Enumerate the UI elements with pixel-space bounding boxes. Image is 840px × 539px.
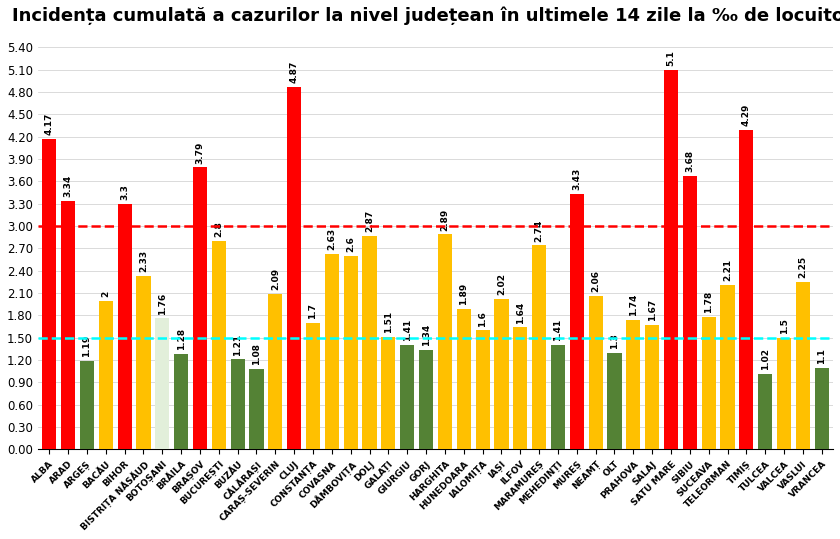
Text: 1.76: 1.76 xyxy=(158,293,167,315)
Bar xyxy=(532,245,546,450)
Bar xyxy=(815,368,829,450)
Bar xyxy=(513,327,528,450)
Bar xyxy=(457,309,471,450)
Bar xyxy=(363,236,376,450)
Text: 2.06: 2.06 xyxy=(591,271,600,292)
Bar xyxy=(231,360,244,450)
Text: 3.43: 3.43 xyxy=(572,168,581,190)
Bar xyxy=(683,176,697,450)
Text: 2.63: 2.63 xyxy=(328,228,336,250)
Text: 1.02: 1.02 xyxy=(761,348,769,370)
Bar xyxy=(118,204,132,450)
Bar xyxy=(136,276,150,450)
Bar xyxy=(419,350,433,450)
Text: 2.89: 2.89 xyxy=(440,209,449,231)
Text: 2.87: 2.87 xyxy=(365,210,374,232)
Text: 1.7: 1.7 xyxy=(308,303,318,319)
Text: 2.74: 2.74 xyxy=(534,219,543,242)
Bar xyxy=(701,317,716,450)
Bar xyxy=(607,353,622,450)
Bar xyxy=(212,241,226,450)
Bar xyxy=(61,201,75,450)
Text: 3.79: 3.79 xyxy=(196,141,204,164)
Bar xyxy=(739,130,753,450)
Bar xyxy=(193,167,207,450)
Text: 4.87: 4.87 xyxy=(290,61,299,83)
Bar xyxy=(645,325,659,450)
Text: 1.89: 1.89 xyxy=(459,283,468,305)
Bar xyxy=(759,374,772,450)
Text: 2.02: 2.02 xyxy=(497,273,506,295)
Bar xyxy=(268,294,282,450)
Bar xyxy=(249,369,264,450)
Bar xyxy=(381,337,396,450)
Bar xyxy=(344,256,358,450)
Bar xyxy=(589,296,603,450)
Text: 1.64: 1.64 xyxy=(516,301,525,323)
Title: Incidența cumulată a cazurilor la nivel județean în ultimele 14 zile la ‰ de loc: Incidența cumulată a cazurilor la nivel … xyxy=(12,7,840,25)
Bar xyxy=(438,234,452,450)
Text: 1.08: 1.08 xyxy=(252,343,261,365)
Bar xyxy=(551,344,565,450)
Text: 3.68: 3.68 xyxy=(685,150,695,172)
Text: 2.09: 2.09 xyxy=(270,268,280,290)
Text: 2.21: 2.21 xyxy=(723,259,732,281)
Text: 1.78: 1.78 xyxy=(704,291,713,313)
Bar xyxy=(287,87,302,450)
Text: 1.51: 1.51 xyxy=(384,311,393,333)
Bar xyxy=(80,361,94,450)
Bar xyxy=(475,330,490,450)
Bar xyxy=(98,301,113,450)
Bar xyxy=(155,319,170,450)
Text: 5.1: 5.1 xyxy=(666,50,675,66)
Bar xyxy=(400,344,414,450)
Text: 2.6: 2.6 xyxy=(346,236,355,252)
Text: 1.74: 1.74 xyxy=(629,294,638,316)
Bar xyxy=(325,254,339,450)
Text: 3.34: 3.34 xyxy=(64,175,72,197)
Text: 1.3: 1.3 xyxy=(610,333,619,349)
Text: 1.19: 1.19 xyxy=(82,335,92,357)
Bar xyxy=(721,285,735,450)
Text: 1.41: 1.41 xyxy=(402,319,412,341)
Bar xyxy=(777,338,791,450)
Bar xyxy=(495,299,508,450)
Text: 1.5: 1.5 xyxy=(780,318,789,334)
Text: 2: 2 xyxy=(102,291,110,297)
Text: 3.3: 3.3 xyxy=(120,184,129,200)
Text: 1.21: 1.21 xyxy=(234,334,242,356)
Text: 1.34: 1.34 xyxy=(422,324,431,346)
Bar xyxy=(306,323,320,450)
Bar xyxy=(42,139,56,450)
Text: 2.25: 2.25 xyxy=(798,256,807,278)
Text: 4.29: 4.29 xyxy=(742,104,751,126)
Bar xyxy=(795,282,810,450)
Bar xyxy=(174,354,188,450)
Bar xyxy=(664,70,678,450)
Text: 2.33: 2.33 xyxy=(139,250,148,272)
Text: 4.17: 4.17 xyxy=(45,113,54,135)
Text: 1.6: 1.6 xyxy=(478,311,487,327)
Bar xyxy=(570,194,584,450)
Text: 1.1: 1.1 xyxy=(817,348,827,364)
Bar xyxy=(627,320,640,450)
Text: 2.8: 2.8 xyxy=(214,222,223,237)
Text: 1.28: 1.28 xyxy=(176,328,186,350)
Text: 1.41: 1.41 xyxy=(554,319,563,341)
Text: 1.67: 1.67 xyxy=(648,299,657,321)
